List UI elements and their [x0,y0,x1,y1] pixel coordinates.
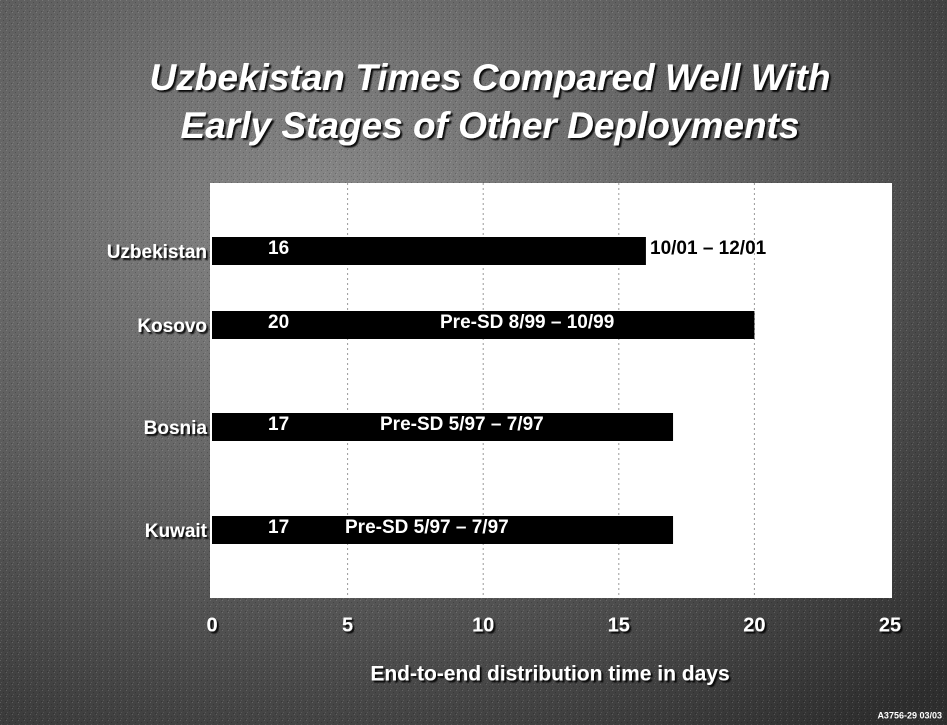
footnote: A3756-29 03/03 [877,710,942,720]
x-tick-label: 10 [472,614,494,636]
y-tick-label: Kuwait [145,521,208,542]
y-tick-label: Bosnia [144,418,208,439]
value-label: 17 [268,414,289,435]
bar [212,311,755,339]
x-tick-label: 0 [206,614,217,636]
value-label: 16 [268,238,289,259]
y-tick-label: Uzbekistan [107,242,207,263]
x-tick-label: 20 [743,614,765,636]
annotation: Pre-SD 5/97 – 7/97 [380,414,544,435]
value-label: 20 [268,312,289,333]
annotation: 10/01 – 12/01 [650,238,767,259]
annotation: Pre-SD 8/99 – 10/99 [440,312,614,333]
chart-title: Uzbekistan Times Compared Well With [150,57,831,98]
x-tick-label: 15 [608,614,630,636]
x-tick-label: 5 [342,614,353,636]
x-axis-label: End-to-end distribution time in days [370,663,729,686]
y-tick-label: Kosovo [137,316,207,337]
bar [212,516,674,544]
bar [212,413,674,441]
bar [212,237,646,265]
chart-title: Early Stages of Other Deployments [181,105,800,146]
x-tick-label: 25 [879,614,901,636]
value-label: 17 [268,517,289,538]
annotation: Pre-SD 5/97 – 7/97 [345,517,509,538]
